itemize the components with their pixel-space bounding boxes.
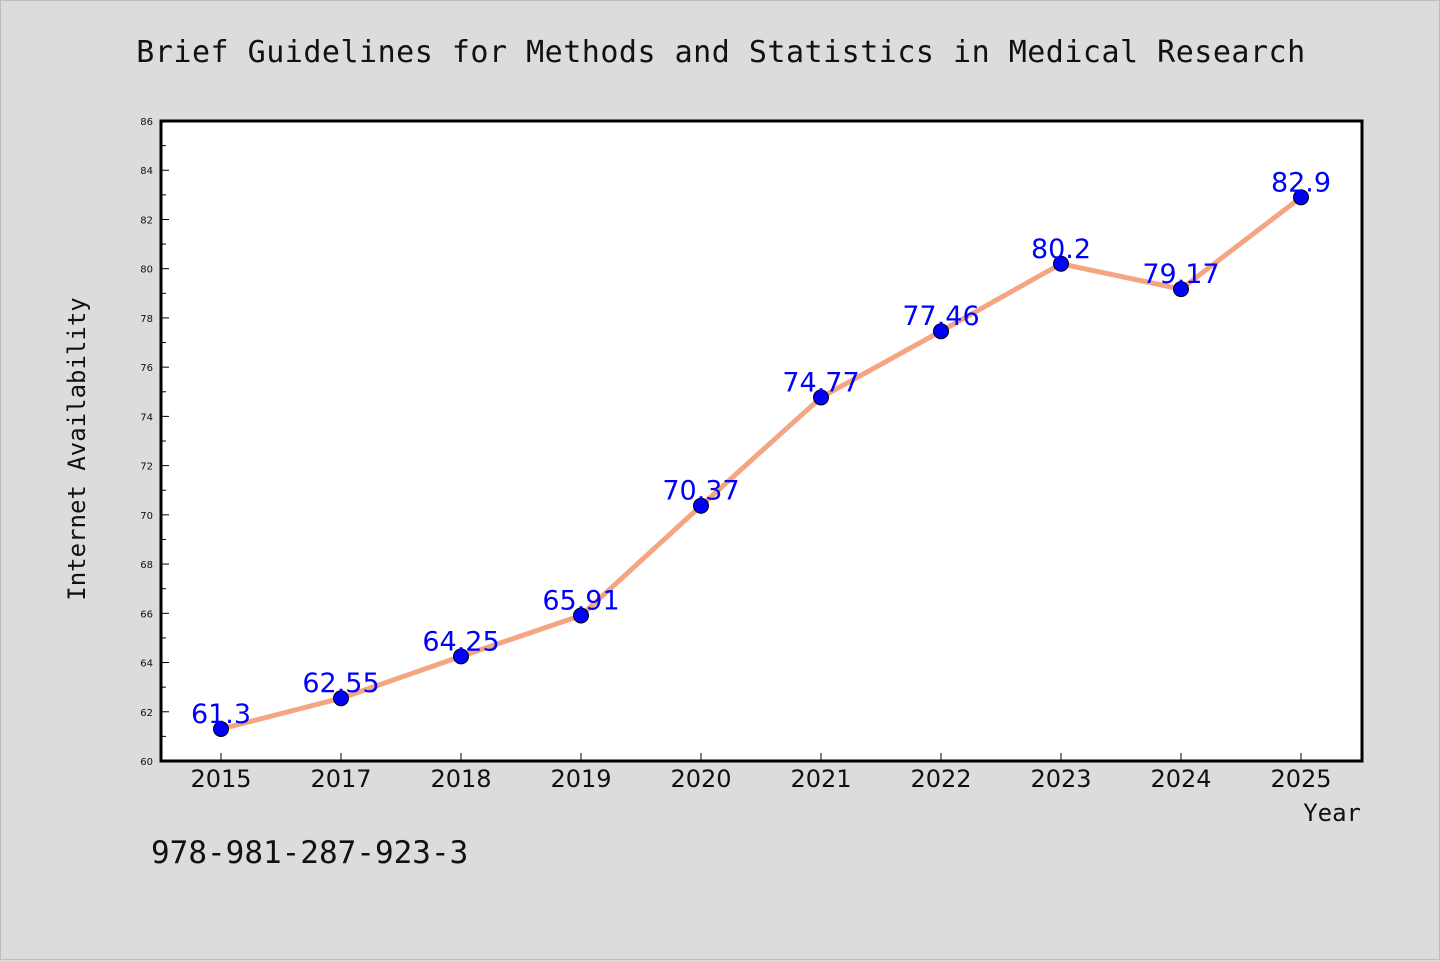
x-tick-label-3: 2019 bbox=[550, 765, 611, 793]
data-point-9 bbox=[1293, 189, 1309, 206]
y-tick-label-3: 66 bbox=[140, 609, 153, 620]
data-point-0 bbox=[213, 721, 229, 737]
x-axis: 2015 2017 2018 2019 2020 2021 2022 2023 2024 2025 bbox=[190, 753, 1332, 793]
y-tick-label-0: 60 bbox=[140, 757, 153, 768]
y-tick-label-6: 72 bbox=[140, 462, 153, 473]
y-tick-label-2: 64 bbox=[140, 659, 153, 670]
series-line bbox=[218, 194, 1304, 732]
data-label-8: 79.17 bbox=[1142, 259, 1219, 290]
y-axis: 60 62 64 66 68 70 72 74 76 78 80 82 84 86 bbox=[140, 117, 169, 768]
data-point-6 bbox=[933, 323, 949, 340]
chart-title: Brief Guidelines for Methods and Statist… bbox=[136, 35, 1306, 70]
x-tick-label-2: 2018 bbox=[430, 765, 491, 793]
data-label-5: 74.77 bbox=[782, 367, 859, 398]
data-label-0: 61.3 bbox=[191, 699, 251, 730]
data-point-7 bbox=[1053, 255, 1069, 272]
x-tick-label-0: 2015 bbox=[190, 765, 251, 793]
y-tick-label-7: 74 bbox=[140, 412, 153, 423]
y-tick-label-11: 82 bbox=[140, 215, 153, 226]
data-point-8 bbox=[1173, 281, 1189, 298]
data-label-9: 82.9 bbox=[1271, 167, 1331, 198]
series: 61.3 62.55 64.25 65.91 70.37 74.77 77.46 80.2 79… bbox=[191, 167, 1331, 737]
data-label-7: 80.2 bbox=[1031, 234, 1091, 265]
y-tick-label-1: 62 bbox=[140, 708, 153, 719]
y-tick-label-12: 84 bbox=[140, 166, 153, 177]
x-tick-label-5: 2021 bbox=[790, 765, 851, 793]
y-tick-label-5: 70 bbox=[140, 511, 153, 522]
data-label-1: 62.55 bbox=[302, 668, 379, 699]
data-label-2: 64.25 bbox=[422, 626, 499, 657]
y-tick-label-10: 80 bbox=[140, 265, 153, 276]
y-tick-label-8: 76 bbox=[140, 363, 153, 374]
data-label-6: 77.46 bbox=[902, 301, 979, 332]
x-tick-label-1: 2017 bbox=[310, 765, 371, 793]
data-label-3: 65.91 bbox=[542, 586, 619, 617]
y-axis-label: Internet Availability bbox=[63, 297, 91, 600]
x-tick-label-7: 2023 bbox=[1030, 765, 1091, 793]
x-axis-label: Year bbox=[1303, 799, 1361, 827]
data-point-3 bbox=[573, 607, 589, 624]
data-point-1 bbox=[333, 690, 349, 707]
y-tick-label-9: 78 bbox=[140, 314, 153, 325]
y-tick-label-4: 68 bbox=[140, 560, 153, 571]
y-tick-label-13: 86 bbox=[140, 117, 153, 128]
plot-area bbox=[159, 119, 1364, 763]
x-tick-label-4: 2020 bbox=[670, 765, 731, 793]
x-tick-label-9: 2025 bbox=[1270, 765, 1331, 793]
isbn-text: 978-981-287-923-3 bbox=[151, 835, 469, 871]
data-point-5 bbox=[813, 389, 829, 406]
x-tick-label-8: 2024 bbox=[1150, 765, 1211, 793]
data-point-2 bbox=[453, 648, 469, 665]
data-label-4: 70.37 bbox=[662, 476, 739, 507]
data-point-4 bbox=[693, 497, 709, 514]
x-tick-label-6: 2022 bbox=[910, 765, 971, 793]
